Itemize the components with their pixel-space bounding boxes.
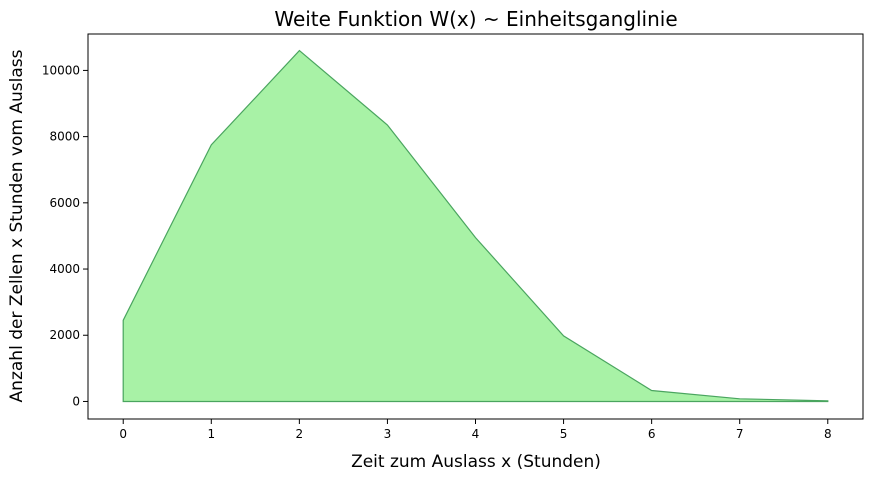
area-series — [122, 49, 829, 403]
x-tick-label: 8 — [824, 427, 832, 441]
area-layer — [122, 49, 829, 403]
x-tick-label: 0 — [119, 427, 127, 441]
x-tick-label: 1 — [207, 427, 215, 441]
x-axis-ticks: 0 1 2 3 4 5 6 7 8 — [119, 419, 832, 441]
x-tick-label: 4 — [472, 427, 480, 441]
y-tick-label: 10000 — [42, 63, 80, 77]
y-axis-label: Anzahl der Zellen x Stunden vom Auslass — [7, 49, 27, 402]
x-axis-label: Zeit zum Auslass x (Stunden) — [351, 452, 601, 472]
y-tick-label: 6000 — [49, 196, 80, 210]
y-tick-label: 8000 — [49, 130, 80, 144]
chart-title: Weite Funktion W(x) ~ Einheitsganglinie — [274, 7, 677, 31]
x-tick-label: 5 — [560, 427, 568, 441]
x-tick-label: 6 — [648, 427, 656, 441]
x-tick-label: 3 — [384, 427, 392, 441]
y-tick-label: 4000 — [49, 262, 80, 276]
x-tick-label: 2 — [296, 427, 304, 441]
y-tick-label: 0 — [72, 394, 80, 408]
y-tick-label: 2000 — [49, 328, 80, 342]
x-tick-label: 7 — [736, 427, 744, 441]
y-axis-ticks: 0 2000 4000 6000 8000 10000 — [42, 63, 88, 408]
